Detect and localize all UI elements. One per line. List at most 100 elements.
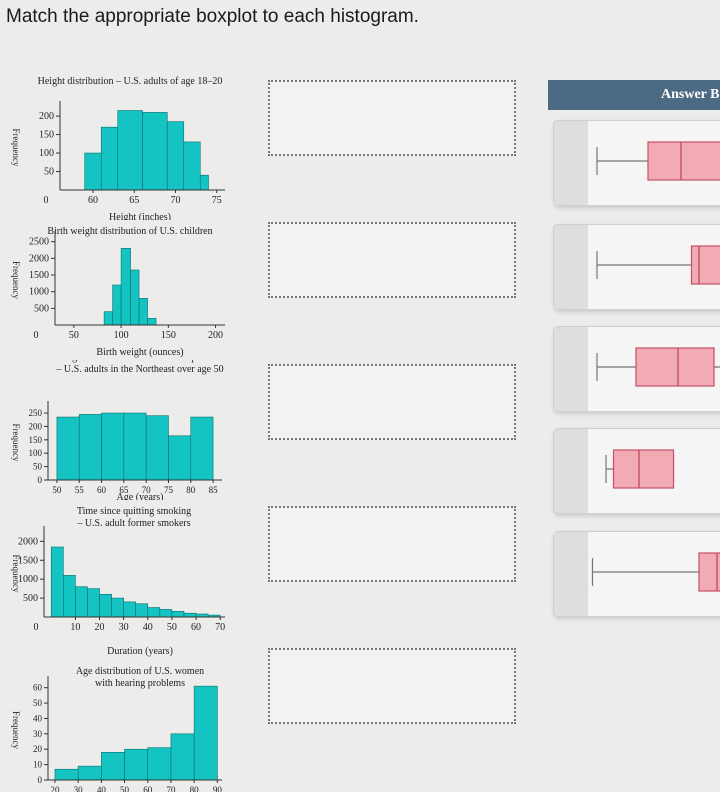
y-tick-label: 30 xyxy=(33,729,43,739)
histogram-bar xyxy=(170,733,195,781)
y-tick-label: 500 xyxy=(23,593,38,604)
histogram-bar xyxy=(101,752,125,781)
x-tick-label: 55 xyxy=(75,485,85,495)
histogram-bar xyxy=(124,748,149,781)
histogram-bar xyxy=(77,765,102,781)
box-iqr xyxy=(635,347,715,387)
x-tick-label: 50 xyxy=(69,330,79,341)
x-tick-label: 100 xyxy=(114,330,129,341)
x-tick-label: 200 xyxy=(208,330,223,341)
histogram-bar xyxy=(193,685,218,781)
x-tick-label: 20 xyxy=(50,785,60,792)
x-tick-label: 75 xyxy=(212,195,222,206)
histogram-bar xyxy=(78,414,102,481)
x-axis-label: Birth weight (ounces) xyxy=(96,347,183,358)
histogram-bar xyxy=(183,141,201,191)
chart-title-line-1: Age distribution of flu shot recipients xyxy=(65,360,215,363)
histogram-bar xyxy=(117,110,143,191)
histogram-flu-shot-age: Age distribution of flu shot recipients–… xyxy=(11,360,224,500)
drop-target-2[interactable] xyxy=(268,222,516,298)
x-zero-label: 0 xyxy=(44,195,49,206)
histogram-bar xyxy=(199,174,209,191)
x-tick-label: 60 xyxy=(191,622,201,633)
drop-target-3[interactable] xyxy=(268,364,516,440)
histogram-bar xyxy=(142,112,168,191)
histograms-panel: Height distribution – U.S. adults of age… xyxy=(0,60,270,792)
histogram-bar xyxy=(112,284,122,326)
y-tick-label: 0 xyxy=(38,775,43,785)
histogram-bar xyxy=(183,612,197,618)
histogram-bar xyxy=(168,435,192,481)
histogram-bar xyxy=(120,248,131,326)
bars xyxy=(50,546,221,618)
x-tick-label: 65 xyxy=(129,195,139,206)
y-tick-label: 100 xyxy=(39,148,54,159)
x-tick-label: 50 xyxy=(52,485,62,495)
y-tick-label: 1000 xyxy=(29,287,49,298)
boxplot-1 xyxy=(596,141,720,181)
y-tick-label: 10 xyxy=(33,760,43,770)
histogram-bar xyxy=(111,597,124,618)
boxplot-card-1[interactable] xyxy=(553,120,720,206)
boxplot-card-5[interactable] xyxy=(553,531,720,617)
bars xyxy=(84,110,209,191)
boxplot-card-4[interactable] xyxy=(553,428,720,514)
chart-title: Height distribution – U.S. adults of age… xyxy=(38,76,223,87)
chart-title-line-1: Time since quitting smoking xyxy=(77,506,191,517)
histogram-bar xyxy=(147,607,161,618)
x-tick-label: 90 xyxy=(213,785,223,792)
histogram-bar xyxy=(123,412,147,481)
histogram-bar xyxy=(147,747,172,781)
histogram-bar xyxy=(50,546,64,618)
card-shade xyxy=(554,429,588,513)
x-tick-label: 70 xyxy=(142,485,152,495)
y-axis-label: Frequency xyxy=(11,261,21,299)
y-tick-label: 60 xyxy=(33,683,43,693)
y-tick-label: 0 xyxy=(38,475,43,485)
card-shade xyxy=(554,327,588,411)
histogram-bar xyxy=(123,601,137,618)
drop-target-4[interactable] xyxy=(268,506,516,582)
x-tick-label: 80 xyxy=(190,785,200,792)
histogram-bar xyxy=(171,611,185,618)
histogram-bar xyxy=(75,586,88,618)
box-iqr xyxy=(612,449,675,489)
x-tick-label: 75 xyxy=(164,485,174,495)
boxplot-card-3[interactable] xyxy=(553,326,720,412)
y-axis-label: Frequency xyxy=(11,555,21,593)
histogram-bar xyxy=(135,603,149,618)
y-tick-label: 250 xyxy=(29,408,43,418)
x-tick-label: 20 xyxy=(95,622,105,633)
x-tick-label: 70 xyxy=(166,785,176,792)
x-axis-label: Age (years) xyxy=(117,492,164,500)
x-tick-label: 50 xyxy=(120,785,130,792)
histogram-bar xyxy=(138,298,148,326)
answer-bank-header: Answer Ba xyxy=(548,80,720,110)
x-tick-label: 10 xyxy=(70,622,80,633)
chart-title: Birth weight distribution of U.S. childr… xyxy=(47,226,212,237)
x-tick-label: 85 xyxy=(209,485,219,495)
drop-target-1[interactable] xyxy=(268,80,516,156)
chart-title-line-1: Age distribution of U.S. women xyxy=(76,666,204,677)
x-tick-label: 40 xyxy=(97,785,107,792)
boxplot-card-2[interactable] xyxy=(553,224,720,310)
x-tick-label: 70 xyxy=(215,622,225,633)
y-tick-label: 2000 xyxy=(29,253,49,264)
y-tick-label: 50 xyxy=(33,698,43,708)
x-zero-label: 0 xyxy=(34,622,39,633)
x-tick-label: 60 xyxy=(97,485,107,495)
drop-target-5[interactable] xyxy=(268,648,516,724)
histogram-bar xyxy=(63,575,76,618)
histogram-bar xyxy=(130,269,140,326)
x-tick-label: 60 xyxy=(143,785,153,792)
y-tick-label: 100 xyxy=(29,448,43,458)
histogram-birth-weight: Birth weight distribution of U.S. childr… xyxy=(11,226,225,358)
x-axis-label: Height (inches) xyxy=(109,212,171,220)
chart-title-line-2: with hearing problems xyxy=(95,678,185,689)
y-tick-label: 2000 xyxy=(18,536,38,547)
y-tick-label: 50 xyxy=(33,462,43,472)
y-tick-label: 50 xyxy=(44,167,54,178)
x-tick-label: 65 xyxy=(119,485,129,495)
x-axis-label: Duration (years) xyxy=(107,646,173,657)
